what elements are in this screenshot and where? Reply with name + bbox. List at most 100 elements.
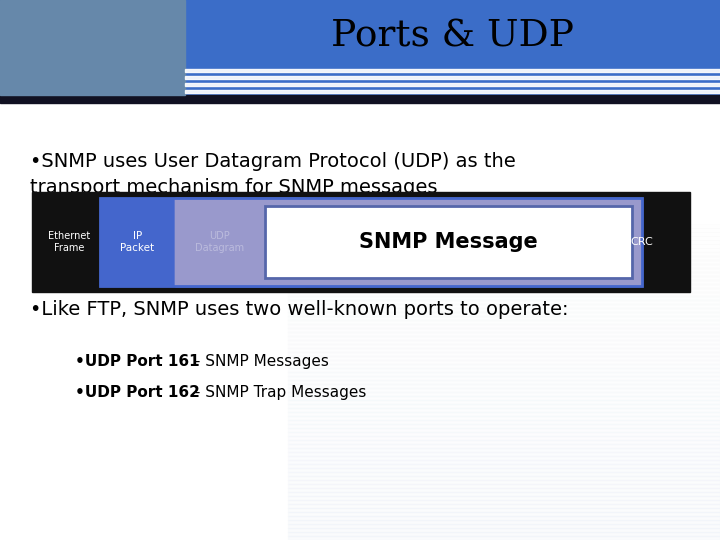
Bar	[288, 408, 720, 412]
Bar	[288, 464, 720, 468]
Bar	[288, 284, 720, 288]
Bar	[288, 372, 720, 376]
Bar	[288, 240, 720, 244]
Bar	[288, 356, 720, 360]
Bar	[288, 272, 720, 276]
Text: Ports & UDP: Ports & UDP	[331, 18, 574, 54]
Bar	[288, 536, 720, 540]
Bar	[288, 260, 720, 264]
Bar	[288, 300, 720, 304]
Bar	[185, 76, 720, 79]
Bar	[288, 228, 720, 232]
Bar	[175, 198, 642, 286]
Bar	[175, 198, 629, 286]
Bar	[288, 280, 720, 284]
Text: IP
Packet: IP Packet	[120, 231, 155, 253]
Text: Ethernet
Frame: Ethernet Frame	[48, 231, 90, 253]
Bar	[288, 292, 720, 296]
Bar	[288, 332, 720, 336]
Bar	[100, 198, 305, 286]
Bar	[288, 480, 720, 484]
Bar	[288, 344, 720, 348]
Bar	[288, 308, 720, 312]
Text: UDP
Datagram: UDP Datagram	[195, 231, 245, 253]
Bar	[288, 428, 720, 432]
Bar	[288, 384, 720, 388]
Bar	[288, 472, 720, 476]
Text: SNMP Message: SNMP Message	[359, 232, 538, 252]
Bar	[288, 524, 720, 528]
Bar	[288, 520, 720, 524]
Bar	[288, 416, 720, 420]
Bar	[288, 432, 720, 436]
Bar	[288, 316, 720, 320]
Bar	[288, 276, 720, 280]
Bar	[288, 252, 720, 256]
Bar	[288, 352, 720, 356]
Bar	[288, 460, 720, 464]
Text: •Like FTP, SNMP uses two well-known ports to operate:: •Like FTP, SNMP uses two well-known port…	[30, 300, 569, 319]
Bar	[288, 468, 720, 472]
Bar	[0, 0, 185, 95]
Bar	[288, 220, 720, 224]
Text: •SNMP uses User Datagram Protocol (UDP) as the: •SNMP uses User Datagram Protocol (UDP) …	[30, 152, 516, 171]
Bar	[288, 484, 720, 488]
Bar	[288, 232, 720, 236]
Bar	[288, 488, 720, 492]
Bar	[288, 420, 720, 424]
Bar	[288, 268, 720, 272]
Bar	[288, 404, 720, 408]
Bar	[265, 206, 632, 278]
Bar	[32, 192, 690, 292]
Bar	[288, 244, 720, 248]
Bar	[288, 236, 720, 240]
Bar	[288, 504, 720, 508]
Bar	[288, 512, 720, 516]
Bar	[288, 452, 720, 456]
Bar	[185, 83, 720, 86]
Bar	[185, 90, 720, 93]
Bar	[288, 456, 720, 460]
Bar	[288, 304, 720, 308]
Bar	[288, 396, 720, 400]
Bar	[288, 328, 720, 332]
Bar	[288, 368, 720, 372]
Bar	[288, 436, 720, 440]
Text: - SNMP Messages: - SNMP Messages	[190, 354, 329, 369]
Bar	[288, 248, 720, 252]
Bar	[288, 532, 720, 536]
Bar	[288, 440, 720, 444]
Bar	[100, 198, 642, 286]
Text: •UDP Port 162: •UDP Port 162	[75, 385, 200, 400]
Text: - SNMP Trap Messages: - SNMP Trap Messages	[190, 385, 366, 400]
Bar	[288, 392, 720, 396]
Bar	[288, 256, 720, 260]
Bar	[0, 0, 720, 95]
Bar	[288, 376, 720, 380]
Bar	[288, 516, 720, 520]
Bar	[265, 206, 632, 278]
Bar	[288, 288, 720, 292]
Bar	[288, 528, 720, 532]
Bar	[288, 312, 720, 316]
Bar	[288, 264, 720, 268]
Text: transport mechanism for SNMP messages: transport mechanism for SNMP messages	[30, 178, 438, 197]
Bar	[288, 360, 720, 364]
Bar	[288, 400, 720, 404]
Bar	[288, 336, 720, 340]
Bar	[288, 424, 720, 428]
Bar	[288, 444, 720, 448]
Bar	[0, 95, 720, 540]
Bar	[0, 95, 720, 103]
Bar	[288, 296, 720, 300]
Bar	[288, 224, 720, 228]
Bar	[288, 320, 720, 324]
Bar	[185, 69, 720, 72]
Bar	[288, 380, 720, 384]
Bar	[288, 348, 720, 352]
Bar	[288, 492, 720, 496]
Bar	[288, 324, 720, 328]
Bar	[288, 340, 720, 344]
Bar	[288, 500, 720, 504]
Bar	[288, 388, 720, 392]
